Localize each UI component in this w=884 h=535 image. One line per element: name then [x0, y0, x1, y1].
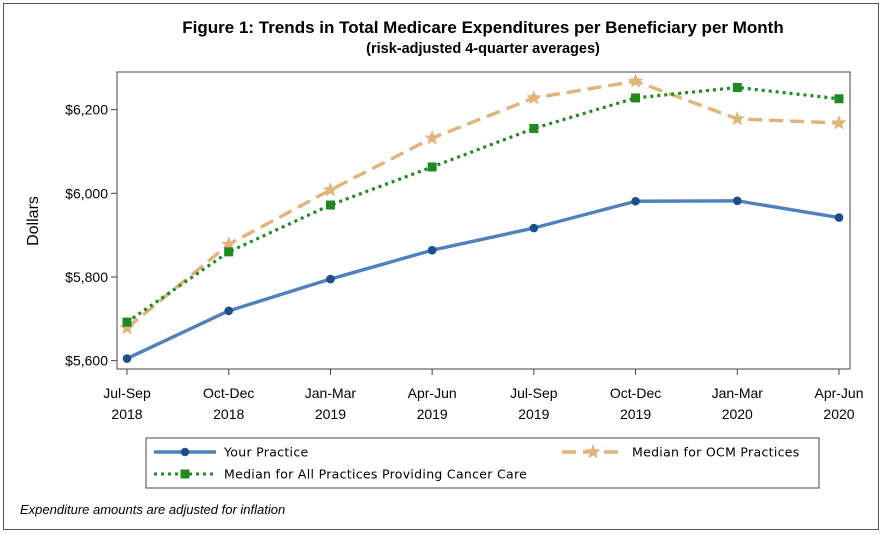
legend-label: Your Practice [223, 445, 309, 460]
data-point-your-practice [122, 354, 132, 363]
x-tick-label-year: 2019 [315, 406, 346, 422]
data-point-median-for-all-practices-providing-cancer-care [325, 200, 335, 210]
data-point-median-for-all-practices-providing-cancer-care [732, 82, 742, 92]
legend-item-median-for-all-practices-providing-cancer-care: Median for All Practices Providing Cance… [154, 467, 527, 482]
x-tick-label-year: 2018 [111, 406, 142, 422]
chart-title: Figure 1: Trends in Total Medicare Expen… [182, 18, 784, 37]
x-axis: Jul-Sep 2018 Oct-Dec 2018 Jan-Mar 2019 Apr-Jun… [103, 369, 864, 422]
x-tick-label-year: 2020 [722, 406, 753, 422]
x-tick-label: Jan-Mar [712, 385, 764, 401]
legend-box [145, 437, 820, 489]
data-point-median-for-all-practices-providing-cancer-care [122, 317, 132, 327]
y-tick-label: $6,200 [65, 102, 108, 118]
data-point-median-for-ocm-practices [322, 181, 339, 197]
data-point-your-practice [631, 196, 640, 206]
legend-item-median-for-ocm-practices: Median for OCM Practices [562, 444, 800, 460]
data-point-median-for-ocm-practices [627, 73, 644, 88]
series-line-your-practice [126, 199, 840, 361]
data-point-your-practice [732, 196, 742, 206]
series-median-for-ocm-practices [119, 73, 847, 335]
data-point-median-for-all-practices-providing-cancer-care [427, 162, 437, 172]
legend-marker [585, 444, 601, 459]
x-tick-label-year: 2019 [417, 406, 448, 422]
x-tick-label: Apr-Jun [814, 385, 863, 401]
footnote: Expenditure amounts are adjusted for inf… [20, 502, 286, 517]
x-tick-label: Oct-Dec [610, 385, 661, 401]
x-tick-label-year: 2020 [823, 406, 854, 422]
data-point-median-for-ocm-practices [221, 236, 237, 251]
series-layer [119, 73, 847, 363]
series-line-median-for-all-practices-providing-cancer-care [126, 85, 840, 324]
y-tick-label: $5,600 [65, 353, 108, 369]
x-tick-label-year: 2019 [518, 406, 549, 422]
x-tick-label: Jul-Sep [510, 385, 558, 401]
data-point-your-practice [326, 274, 335, 284]
data-point-your-practice [529, 223, 539, 233]
chart-subtitle: (risk-adjusted 4-quarter averages) [366, 41, 600, 57]
data-point-median-for-all-practices-providing-cancer-care [529, 123, 539, 133]
data-point-median-for-ocm-practices [119, 320, 135, 335]
series-median-for-all-practices-providing-cancer-care [122, 82, 844, 327]
legend-marker [180, 469, 190, 479]
data-point-your-practice [427, 245, 437, 255]
data-point-your-practice [224, 306, 234, 316]
data-point-median-for-ocm-practices [729, 110, 745, 126]
y-axis-label: Dollars [25, 196, 42, 246]
x-tick-label-year: 2019 [620, 406, 651, 422]
series-line-median-for-ocm-practices [125, 79, 840, 330]
data-point-median-for-all-practices-providing-cancer-care [224, 247, 234, 257]
x-tick-label-year: 2018 [213, 406, 244, 422]
data-point-your-practice [834, 213, 844, 222]
y-axis: $5,600 $5,800 $6,000 $6,200 [65, 102, 117, 369]
x-tick-label: Apr-Jun [408, 385, 457, 401]
x-tick-label: Jul-Sep [103, 385, 151, 401]
legend: Your Practice Median for OCM Practices Med… [145, 437, 820, 489]
data-point-median-for-ocm-practices [831, 115, 847, 130]
x-tick-label: Oct-Dec [203, 385, 254, 401]
plot-area [116, 71, 851, 370]
data-point-median-for-ocm-practices [526, 89, 542, 105]
legend-label: Median for All Practices Providing Cance… [224, 467, 527, 482]
y-tick-label: $6,000 [65, 185, 108, 201]
legend-marker [180, 447, 190, 457]
data-point-median-for-ocm-practices [424, 130, 440, 145]
y-tick-label: $5,800 [65, 269, 108, 285]
series-your-practice [122, 196, 844, 363]
x-tick-label: Jan-Mar [305, 385, 357, 401]
legend-label: Median for OCM Practices [632, 445, 800, 460]
data-point-median-for-all-practices-providing-cancer-care [834, 94, 844, 104]
data-point-median-for-all-practices-providing-cancer-care [631, 93, 641, 103]
legend-item-your-practice: Your Practice [154, 445, 309, 460]
